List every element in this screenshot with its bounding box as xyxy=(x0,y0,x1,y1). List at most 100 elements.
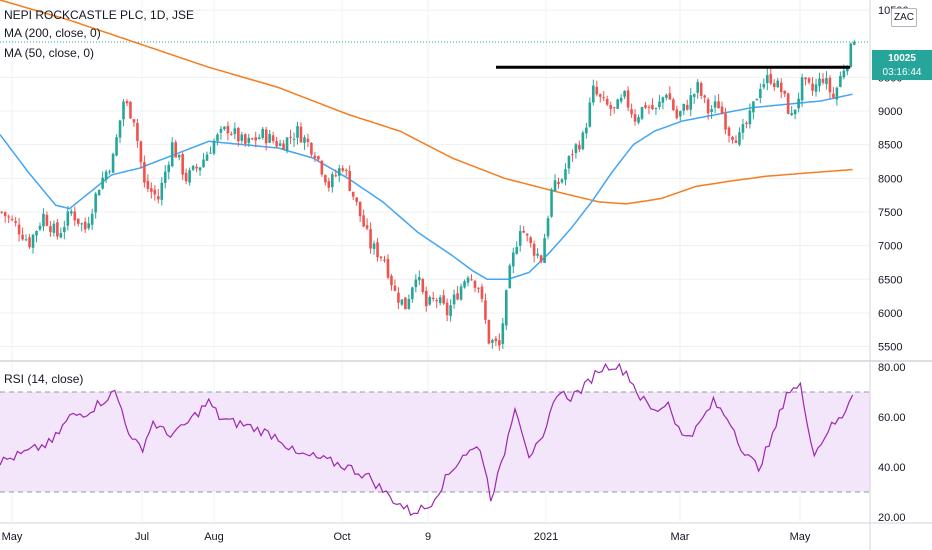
candle-body xyxy=(793,109,797,115)
time-tick-label: 2021 xyxy=(534,531,558,543)
candle-body xyxy=(682,103,686,111)
rsi-tick-label: 80.00 xyxy=(878,362,906,374)
candle-body xyxy=(257,137,261,139)
candle-body xyxy=(299,126,303,143)
candle-body xyxy=(38,225,42,230)
candle-body xyxy=(174,142,177,158)
candle-body xyxy=(525,233,529,236)
candle-body xyxy=(324,175,327,183)
candle-body xyxy=(818,78,821,87)
candle-body xyxy=(289,136,292,138)
candle-body xyxy=(111,153,115,173)
candle-body xyxy=(832,93,835,98)
last-price: 10025 xyxy=(888,53,916,64)
candle-body xyxy=(254,137,258,141)
candle-body xyxy=(557,181,560,185)
last-price-tag: 10025 03:16:44 xyxy=(872,50,932,80)
candle-body xyxy=(505,290,508,326)
candle-body xyxy=(626,90,630,108)
candle-body xyxy=(658,101,661,108)
time-tick-label: Jul xyxy=(135,531,149,543)
candle-body xyxy=(212,140,216,154)
candle-body xyxy=(369,229,372,249)
rsi-legend: RSI (14, close) xyxy=(4,372,84,386)
candle-body xyxy=(83,221,87,230)
candle-body xyxy=(511,252,515,267)
candle-body xyxy=(198,167,202,171)
candle-body xyxy=(706,99,710,114)
candle-body xyxy=(755,99,759,101)
candle-body xyxy=(685,104,689,110)
candle-body xyxy=(811,83,814,91)
currency-badge[interactable]: ZAC xyxy=(891,8,917,27)
candle-body xyxy=(727,127,731,136)
candle-body xyxy=(539,255,543,263)
candle-body xyxy=(445,302,449,316)
candle-body xyxy=(710,109,713,112)
candle-body xyxy=(804,77,807,80)
candle-body xyxy=(630,109,633,115)
candle-body xyxy=(633,114,637,122)
candle-body xyxy=(842,70,846,78)
candle-body xyxy=(73,211,77,221)
time-tick-label: Mar xyxy=(671,531,690,543)
time-tick-label: 9 xyxy=(425,531,431,543)
candle-body xyxy=(480,286,484,299)
time-tick-label: May xyxy=(2,531,23,543)
candle-body xyxy=(473,280,477,288)
candle-body xyxy=(515,247,519,254)
candle-body xyxy=(585,127,588,134)
candle-body xyxy=(146,180,150,190)
candle-body xyxy=(442,295,445,304)
candle-body xyxy=(560,179,564,183)
candle-body xyxy=(90,213,94,225)
candle-body xyxy=(720,106,724,114)
candle-body xyxy=(508,265,512,289)
candle-body xyxy=(522,230,525,233)
candle-body xyxy=(45,214,49,226)
candle-body xyxy=(438,297,442,304)
ma50-series xyxy=(0,93,853,281)
candle-body xyxy=(578,144,581,150)
candle-body xyxy=(835,87,839,100)
candle-body xyxy=(738,132,741,145)
candle-body xyxy=(595,86,599,95)
candle-body xyxy=(623,90,626,97)
candle-body xyxy=(209,152,212,154)
candle-body xyxy=(692,94,696,97)
rsi-band xyxy=(0,391,870,493)
candle-body xyxy=(776,80,780,88)
candle-body xyxy=(494,338,498,342)
candle-body xyxy=(853,42,856,45)
candle-body xyxy=(320,160,324,175)
candle-body xyxy=(734,140,738,143)
price-tick-label: 6000 xyxy=(878,308,902,320)
candle-body xyxy=(195,166,198,169)
candle-body xyxy=(825,78,828,84)
candle-body xyxy=(407,298,411,309)
candle-body xyxy=(487,319,491,344)
candle-body xyxy=(651,104,654,110)
candle-body xyxy=(87,223,90,229)
candle-body xyxy=(640,107,644,119)
candle-body xyxy=(592,85,595,103)
candle-body xyxy=(543,238,546,264)
price-tick-label: 8000 xyxy=(878,173,902,185)
x-tick-labels: May Jul Aug Oct 9 2021 Mar May xyxy=(2,531,811,543)
candle-body xyxy=(588,102,592,127)
candle-body xyxy=(786,93,790,114)
candle-body xyxy=(435,300,438,302)
candle-body xyxy=(779,82,783,93)
candle-body xyxy=(42,213,45,227)
price-tick-label: 7500 xyxy=(878,207,902,219)
candle-body xyxy=(766,75,769,84)
candle-body xyxy=(532,243,536,256)
candle-body xyxy=(362,215,365,227)
candle-body xyxy=(581,132,585,150)
candle-body xyxy=(17,224,21,235)
candle-body xyxy=(790,113,793,115)
candle-body xyxy=(477,287,480,289)
candle-body xyxy=(344,169,348,171)
candle-body xyxy=(237,128,240,142)
